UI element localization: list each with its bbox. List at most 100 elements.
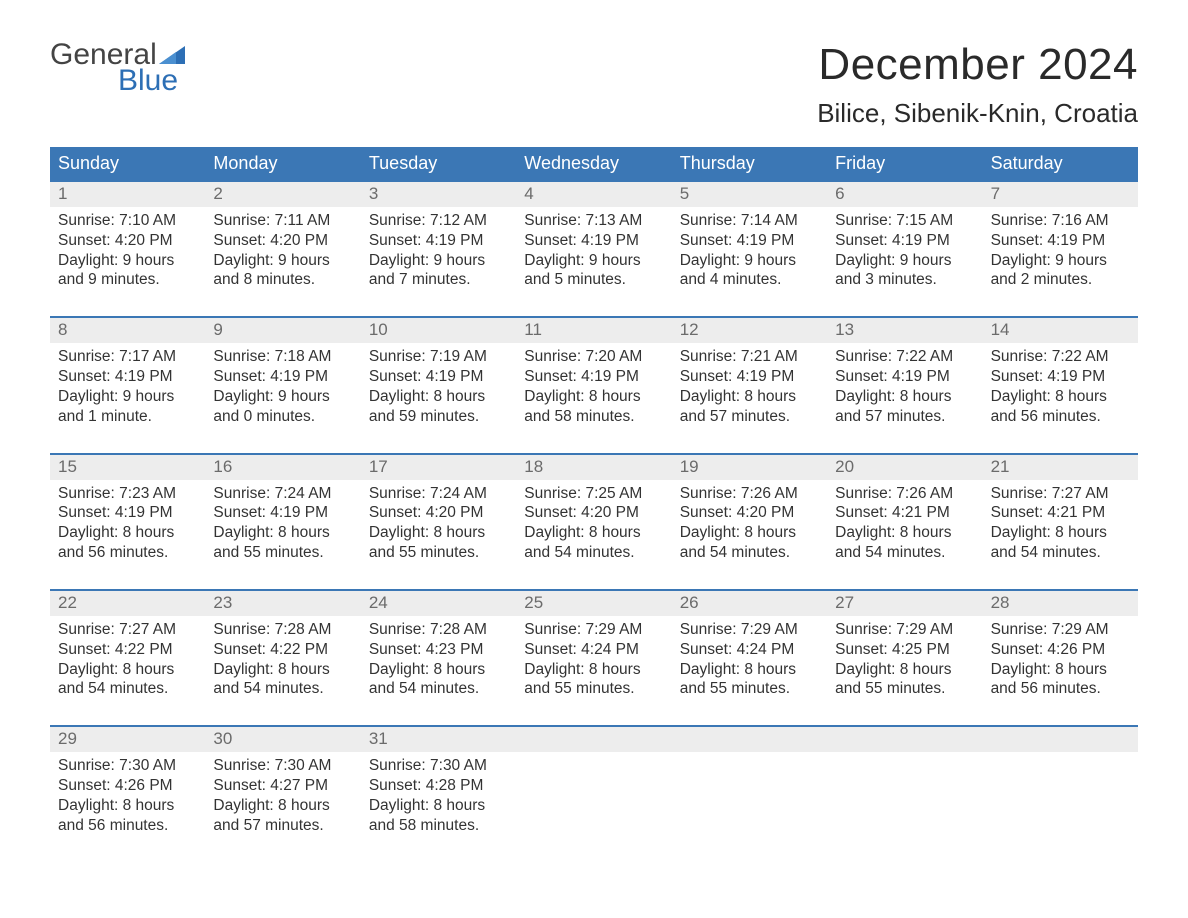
daylight-line: and 56 minutes. — [991, 407, 1130, 427]
day-number: 5 — [672, 182, 827, 207]
sunset-line: Sunset: 4:27 PM — [213, 776, 352, 796]
day-number: 11 — [516, 318, 671, 343]
day-cell — [827, 752, 982, 841]
day-number: 7 — [983, 182, 1138, 207]
sunrise-line: Sunrise: 7:28 AM — [213, 620, 352, 640]
daylight-line: and 7 minutes. — [369, 270, 508, 290]
day-cell: Sunrise: 7:22 AMSunset: 4:19 PMDaylight:… — [827, 343, 982, 432]
sunrise-line: Sunrise: 7:20 AM — [524, 347, 663, 367]
sunrise-line: Sunrise: 7:23 AM — [58, 484, 197, 504]
daylight-line: and 56 minutes. — [991, 679, 1130, 699]
daylight-line: and 54 minutes. — [213, 679, 352, 699]
sunset-line: Sunset: 4:19 PM — [835, 367, 974, 387]
day-cell: Sunrise: 7:19 AMSunset: 4:19 PMDaylight:… — [361, 343, 516, 432]
weekday-label: Sunday — [50, 147, 205, 180]
weekday-header-row: Sunday Monday Tuesday Wednesday Thursday… — [50, 147, 1138, 180]
week-row: 15161718192021Sunrise: 7:23 AMSunset: 4:… — [50, 453, 1138, 569]
weekday-label: Tuesday — [361, 147, 516, 180]
sunrise-line: Sunrise: 7:24 AM — [369, 484, 508, 504]
sunrise-line: Sunrise: 7:14 AM — [680, 211, 819, 231]
daylight-line: Daylight: 8 hours — [213, 523, 352, 543]
weekday-label: Saturday — [983, 147, 1138, 180]
day-number: 13 — [827, 318, 982, 343]
day-cell: Sunrise: 7:27 AMSunset: 4:22 PMDaylight:… — [50, 616, 205, 705]
sunrise-line: Sunrise: 7:24 AM — [213, 484, 352, 504]
day-number: 10 — [361, 318, 516, 343]
daylight-line: Daylight: 9 hours — [369, 251, 508, 271]
sunset-line: Sunset: 4:19 PM — [524, 367, 663, 387]
daylight-line: and 57 minutes. — [835, 407, 974, 427]
day-number: 1 — [50, 182, 205, 207]
day-number: 19 — [672, 455, 827, 480]
day-number-row: 1234567 — [50, 182, 1138, 207]
brand-flag-icon — [159, 40, 185, 58]
brand-logo: General Blue — [50, 40, 185, 96]
location-subtitle: Bilice, Sibenik-Knin, Croatia — [817, 98, 1138, 129]
weekday-label: Friday — [827, 147, 982, 180]
sunset-line: Sunset: 4:22 PM — [213, 640, 352, 660]
daylight-line: and 54 minutes. — [991, 543, 1130, 563]
sunset-line: Sunset: 4:23 PM — [369, 640, 508, 660]
day-cell: Sunrise: 7:13 AMSunset: 4:19 PMDaylight:… — [516, 207, 671, 296]
day-number: 9 — [205, 318, 360, 343]
day-number: 26 — [672, 591, 827, 616]
day-cell: Sunrise: 7:26 AMSunset: 4:20 PMDaylight:… — [672, 480, 827, 569]
day-number: 3 — [361, 182, 516, 207]
day-cell: Sunrise: 7:15 AMSunset: 4:19 PMDaylight:… — [827, 207, 982, 296]
day-number: 15 — [50, 455, 205, 480]
day-cell: Sunrise: 7:22 AMSunset: 4:19 PMDaylight:… — [983, 343, 1138, 432]
daylight-line: Daylight: 8 hours — [524, 660, 663, 680]
daylight-line: and 54 minutes. — [524, 543, 663, 563]
daylight-line: and 55 minutes. — [680, 679, 819, 699]
day-number: 6 — [827, 182, 982, 207]
sunset-line: Sunset: 4:22 PM — [58, 640, 197, 660]
brand-word-2: Blue — [118, 66, 185, 96]
sunrise-line: Sunrise: 7:16 AM — [991, 211, 1130, 231]
sunrise-line: Sunrise: 7:22 AM — [835, 347, 974, 367]
daylight-line: Daylight: 8 hours — [680, 387, 819, 407]
sunrise-line: Sunrise: 7:29 AM — [835, 620, 974, 640]
daylight-line: Daylight: 9 hours — [680, 251, 819, 271]
daylight-line: Daylight: 8 hours — [835, 387, 974, 407]
sunset-line: Sunset: 4:20 PM — [369, 503, 508, 523]
daylight-line: Daylight: 8 hours — [58, 660, 197, 680]
daylight-line: Daylight: 8 hours — [991, 523, 1130, 543]
daylight-line: and 0 minutes. — [213, 407, 352, 427]
sunset-line: Sunset: 4:24 PM — [680, 640, 819, 660]
sunrise-line: Sunrise: 7:11 AM — [213, 211, 352, 231]
sunset-line: Sunset: 4:20 PM — [58, 231, 197, 251]
daylight-line: Daylight: 9 hours — [213, 387, 352, 407]
daylight-line: Daylight: 8 hours — [369, 660, 508, 680]
sunset-line: Sunset: 4:19 PM — [213, 503, 352, 523]
sunrise-line: Sunrise: 7:29 AM — [680, 620, 819, 640]
daylight-line: and 1 minute. — [58, 407, 197, 427]
day-cell: Sunrise: 7:30 AMSunset: 4:26 PMDaylight:… — [50, 752, 205, 841]
day-cell: Sunrise: 7:10 AMSunset: 4:20 PMDaylight:… — [50, 207, 205, 296]
sunset-line: Sunset: 4:20 PM — [213, 231, 352, 251]
sunrise-line: Sunrise: 7:15 AM — [835, 211, 974, 231]
week-row: 1234567Sunrise: 7:10 AMSunset: 4:20 PMDa… — [50, 180, 1138, 296]
day-cell: Sunrise: 7:23 AMSunset: 4:19 PMDaylight:… — [50, 480, 205, 569]
sunset-line: Sunset: 4:25 PM — [835, 640, 974, 660]
day-cell: Sunrise: 7:18 AMSunset: 4:19 PMDaylight:… — [205, 343, 360, 432]
day-cell: Sunrise: 7:11 AMSunset: 4:20 PMDaylight:… — [205, 207, 360, 296]
day-number-row: 15161718192021 — [50, 455, 1138, 480]
sunrise-line: Sunrise: 7:29 AM — [524, 620, 663, 640]
day-cell: Sunrise: 7:12 AMSunset: 4:19 PMDaylight:… — [361, 207, 516, 296]
daylight-line: and 8 minutes. — [213, 270, 352, 290]
day-number — [516, 727, 671, 752]
sunrise-line: Sunrise: 7:30 AM — [369, 756, 508, 776]
weekday-label: Thursday — [672, 147, 827, 180]
sunset-line: Sunset: 4:20 PM — [524, 503, 663, 523]
daylight-line: Daylight: 8 hours — [524, 523, 663, 543]
sunrise-line: Sunrise: 7:28 AM — [369, 620, 508, 640]
daylight-line: and 3 minutes. — [835, 270, 974, 290]
day-cell: Sunrise: 7:27 AMSunset: 4:21 PMDaylight:… — [983, 480, 1138, 569]
sunrise-line: Sunrise: 7:10 AM — [58, 211, 197, 231]
day-cell: Sunrise: 7:29 AMSunset: 4:24 PMDaylight:… — [516, 616, 671, 705]
daylight-line: Daylight: 8 hours — [369, 387, 508, 407]
weekday-label: Monday — [205, 147, 360, 180]
daylight-line: and 55 minutes. — [369, 543, 508, 563]
daylight-line: Daylight: 9 hours — [58, 387, 197, 407]
sunset-line: Sunset: 4:19 PM — [991, 367, 1130, 387]
